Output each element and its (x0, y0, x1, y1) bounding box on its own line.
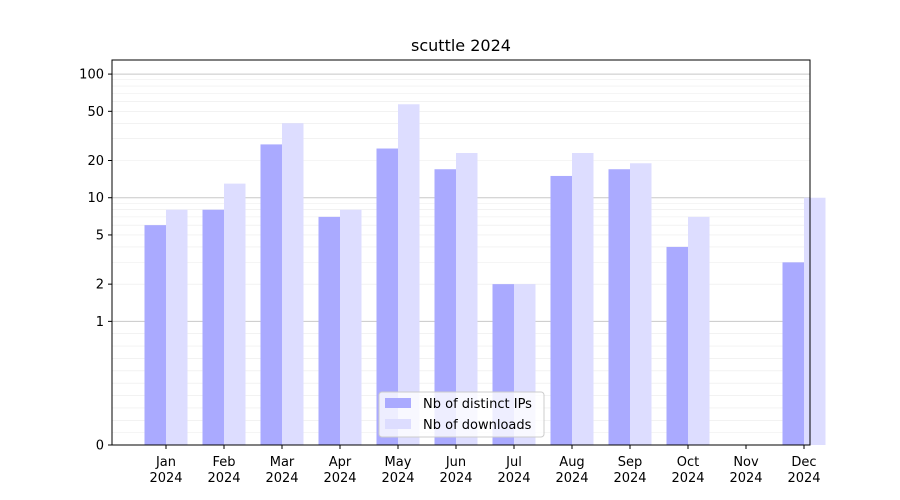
y-tick-label: 0 (96, 439, 104, 454)
legend-label-distinct-ips: Nb of distinct IPs (423, 397, 532, 412)
x-tick-label-month: Jul (505, 455, 522, 470)
plot-frame (111, 59, 811, 446)
x-tick-label-month: Jun (445, 455, 466, 470)
x-tick-label-year: 2024 (613, 471, 646, 486)
bar-sep-downloads (630, 163, 652, 445)
bars (144, 104, 826, 445)
y-tick-label: 100 (79, 68, 104, 83)
bar-apr-downloads (340, 209, 362, 445)
legend-frame (378, 391, 545, 438)
bar-aug-distinct-ips (550, 175, 572, 445)
x-tick-label-month: Nov (733, 455, 759, 470)
x-tick-label-month: Jan (155, 455, 176, 470)
x-tick-label-month: Oct (677, 455, 699, 470)
bar-feb-distinct-ips (202, 209, 224, 445)
x-axis: Jan2024Feb2024Mar2024Apr2024May2024Jun20… (149, 445, 821, 486)
x-tick-label-month: Aug (559, 455, 584, 470)
x-tick-label-month: May (385, 455, 412, 470)
x-tick-label-year: 2024 (439, 471, 472, 486)
bar-jun-downloads (456, 153, 478, 445)
x-tick-label-month: Mar (270, 455, 295, 470)
bar-dec-distinct-ips (782, 262, 804, 445)
bar-oct-downloads (688, 216, 710, 445)
legend: Nb of distinct IPs Nb of downloads (378, 391, 545, 438)
x-tick-label-month: Apr (329, 455, 352, 470)
x-tick-label-year: 2024 (729, 471, 762, 486)
chart-title: scuttle 2024 (411, 36, 511, 55)
x-tick-label-year: 2024 (555, 471, 588, 486)
x-tick-label-year: 2024 (671, 471, 704, 486)
x-tick-label-month: Sep (618, 455, 643, 470)
legend-swatch-downloads (385, 419, 411, 429)
bar-jun-distinct-ips (434, 169, 456, 445)
bar-dec-downloads (804, 197, 826, 445)
x-tick-label-year: 2024 (497, 471, 530, 486)
y-tick-label: 10 (87, 191, 104, 206)
bar-aug-downloads (572, 153, 594, 445)
x-tick-label-year: 2024 (265, 471, 298, 486)
bar-may-downloads (398, 104, 420, 445)
y-tick-label: 1 (96, 315, 104, 330)
x-tick-label-year: 2024 (149, 471, 182, 486)
bar-feb-downloads (224, 183, 246, 445)
y-tick-label: 50 (87, 105, 104, 120)
bar-jan-downloads (166, 209, 188, 445)
x-tick-label-year: 2024 (787, 471, 820, 486)
x-tick-label-year: 2024 (207, 471, 240, 486)
y-tick-label: 20 (87, 154, 104, 169)
bar-may-distinct-ips (376, 148, 398, 445)
bar-mar-downloads (282, 123, 304, 445)
y-tick-label: 5 (96, 228, 104, 243)
bar-mar-distinct-ips (260, 144, 282, 445)
bar-apr-distinct-ips (318, 216, 340, 445)
x-tick-label-year: 2024 (323, 471, 356, 486)
y-tick-label: 2 (96, 278, 104, 293)
bar-oct-distinct-ips (666, 246, 688, 445)
bar-jan-distinct-ips (144, 225, 166, 445)
legend-swatch-distinct-ips (385, 398, 411, 408)
x-tick-label-month: Dec (791, 455, 816, 470)
bar-sep-distinct-ips (608, 169, 630, 445)
y-axis: 0 1 2 5 10 20 50 100 (79, 68, 112, 454)
x-tick-label-month: Feb (212, 455, 235, 470)
legend-label-downloads: Nb of downloads (423, 418, 532, 433)
x-tick-label-year: 2024 (381, 471, 414, 486)
